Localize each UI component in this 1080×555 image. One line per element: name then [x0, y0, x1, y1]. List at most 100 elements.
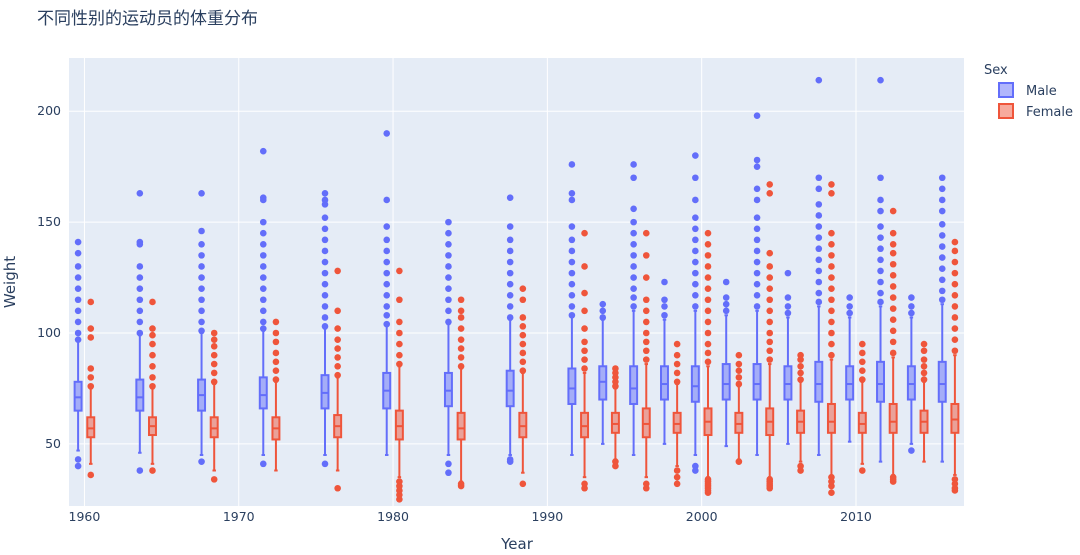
- box-female-1988: [518, 285, 528, 488]
- outlier-male-1968-5: [198, 285, 205, 292]
- outlier-male-1976-14: [321, 189, 329, 197]
- outlier-male-2012-8: [877, 207, 884, 215]
- outlier-female-1992-4: [581, 347, 588, 355]
- outlier-female-1984-8: [457, 307, 465, 315]
- outlier-male-2014-3: [908, 294, 915, 301]
- outlier-female-1998-7: [673, 340, 681, 348]
- outlier-male-1972-6: [259, 274, 267, 281]
- outlier-female-1992-5: [581, 338, 588, 346]
- outlier-male-2016-4: [938, 254, 946, 261]
- outlier-male-1984-3: [445, 307, 452, 315]
- outlier-male-1996-6: [630, 240, 637, 248]
- outlier-male-1960-5: [74, 307, 82, 315]
- outlier-female-2012-9: [889, 283, 897, 290]
- outlier-female-1980-7: [396, 340, 403, 348]
- outlier-male-1972-13: [259, 194, 267, 202]
- outlier-male-1960-10: [74, 249, 82, 257]
- outlier-male-2016-2: [938, 276, 946, 284]
- y-axis-ticks: 50 100 150 200: [37, 103, 61, 451]
- outlier-female-1988-2: [519, 358, 527, 366]
- outlier-male-1964-0: [136, 467, 144, 474]
- box-female-1976: [333, 267, 343, 492]
- outlier-female-2008-17: [828, 181, 835, 188]
- outlier-male-1964-2: [136, 318, 144, 326]
- outlier-male-2010-0: [846, 309, 853, 317]
- y-tick-label-50: 50: [45, 436, 61, 451]
- outlier-female-2012-6: [889, 316, 897, 324]
- outlier-male-2014-1: [908, 309, 915, 317]
- outlier-female-2004-9: [766, 318, 774, 326]
- iqr-box-female-2010: [857, 411, 867, 434]
- outlier-female-1964-6: [149, 331, 156, 339]
- iqr-box-male-1960: [73, 380, 83, 412]
- outlier-female-2002-5: [735, 351, 743, 359]
- iqr-box-female-1988: [518, 411, 528, 439]
- outlier-male-2016-3: [938, 265, 946, 272]
- outlier-male-1998-1: [661, 303, 668, 310]
- iqr-box-male-2014: [906, 365, 916, 401]
- outlier-male-1996-11: [630, 161, 637, 168]
- box-male-2002: [721, 278, 731, 448]
- outlier-female-2000-10: [704, 329, 712, 337]
- iqr-box-male-1964: [135, 378, 145, 412]
- legend-label-male: Male: [1026, 84, 1057, 99]
- box-male-2008: [814, 76, 824, 456]
- x-tick-label-1980: 1980: [377, 509, 409, 524]
- outlier-male-1996-2: [630, 285, 637, 292]
- outlier-male-1996-3: [630, 274, 637, 281]
- outlier-male-1998-0: [661, 311, 668, 319]
- outlier-male-1988-7: [506, 258, 514, 266]
- legend-item-female[interactable]: Female: [998, 103, 1073, 120]
- x-tick-label-1970: 1970: [223, 509, 255, 524]
- outlier-male-1980-4: [383, 280, 391, 288]
- outlier-female-1976-1: [334, 371, 341, 379]
- outlier-male-1980-3: [383, 292, 391, 299]
- outlier-female-2004-6: [766, 347, 774, 355]
- outlier-male-2008-6: [815, 234, 823, 241]
- outlier-female-2010-3: [859, 358, 866, 366]
- outlier-male-2000-7: [692, 247, 699, 255]
- outlier-male-2008-9: [815, 201, 823, 208]
- outlier-female-1960-5: [87, 325, 95, 332]
- outlier-female-1988-4: [519, 340, 527, 348]
- outlier-male-1972-10: [259, 229, 267, 237]
- outlier-male-1980-8: [383, 236, 391, 244]
- outlier-male-1996-1: [630, 294, 637, 301]
- box-female-1996: [641, 229, 651, 492]
- box-traces: [73, 76, 960, 503]
- outlier-female-2008-14: [828, 240, 835, 248]
- outlier-female-2000-16: [704, 263, 712, 270]
- legend-item-male[interactable]: Male: [998, 82, 1057, 99]
- outlier-female-2016-8: [951, 303, 959, 310]
- outlier-male-1980-7: [383, 247, 391, 255]
- outlier-male-1960-0: [74, 462, 82, 470]
- outlier-male-1994-0: [599, 314, 607, 321]
- outlier-female-2012-3: [889, 349, 897, 357]
- outlier-male-2016-5: [938, 243, 946, 250]
- outlier-female-1998-4: [673, 369, 681, 377]
- outlier-female-2004-8: [766, 329, 774, 337]
- box-male-1984: [443, 218, 453, 477]
- outlier-female-2012-7: [889, 305, 897, 312]
- outlier-female-1964-2: [149, 374, 156, 381]
- outlier-male-2012-3: [877, 267, 884, 275]
- box-male-1968: [197, 189, 207, 465]
- box-female-2000: [703, 229, 713, 496]
- iqr-box-female-1994: [610, 411, 620, 434]
- outlier-female-2016-6: [951, 325, 959, 332]
- outlier-male-1996-9: [630, 205, 637, 213]
- outlier-female-2012-8: [889, 294, 897, 301]
- outlier-female-1996-1: [642, 480, 650, 488]
- outlier-male-1960-8: [74, 274, 82, 281]
- outlier-female-2012-10: [889, 272, 897, 279]
- outlier-female-2008-0: [828, 489, 835, 496]
- outlier-male-2008-2: [815, 278, 823, 286]
- outlier-male-2006-1: [784, 303, 792, 310]
- box-male-2012: [876, 76, 885, 463]
- outlier-female-2006-3: [797, 369, 804, 377]
- outlier-male-1976-5: [321, 280, 329, 288]
- outlier-female-1968-1: [210, 378, 218, 386]
- outlier-female-1964-7: [149, 325, 156, 332]
- outlier-female-1994-1: [612, 458, 619, 465]
